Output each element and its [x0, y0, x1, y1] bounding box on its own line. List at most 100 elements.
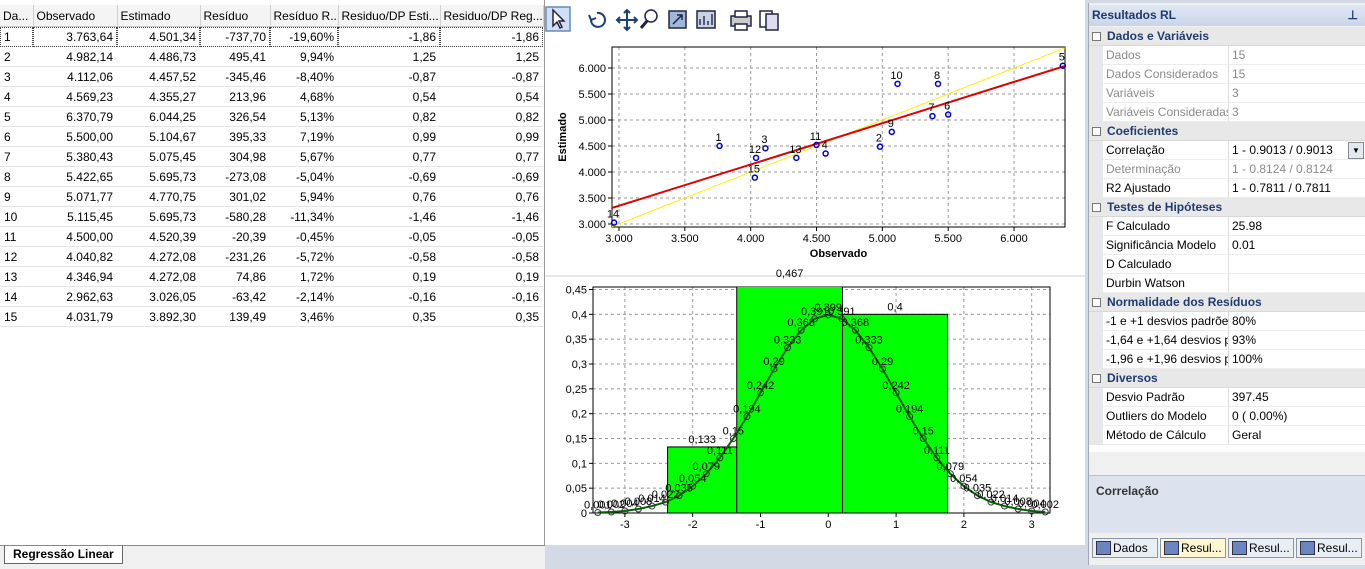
property-row[interactable]: Durbin Watson: [1089, 274, 1365, 293]
curve-marker: [702, 470, 710, 478]
table-cell: 4.112,06: [33, 66, 117, 87]
table-cell: -737,70: [200, 26, 270, 47]
point-label: 8: [934, 70, 940, 82]
column-header[interactable]: Resíduo R...: [270, 5, 339, 27]
collapse-box[interactable]: [1092, 127, 1101, 136]
point-label: 7: [928, 102, 934, 114]
data-point: [752, 154, 760, 162]
table-row[interactable]: 2 4.982,14 4.486,73 495,41 9,94% 1,25 1,25: [0, 46, 543, 67]
table-row[interactable]: 1 3.763,64 4.501,34 -737,70 -19,60% -1,86 -1,8…: [0, 26, 543, 47]
rotate-button[interactable]: [588, 11, 606, 28]
panel-tab[interactable]: Resul...: [1160, 538, 1226, 558]
property-row[interactable]: Determinação 1 - 0.8124 / 0.8124: [1089, 160, 1365, 179]
row-gutter: [1089, 407, 1103, 426]
column-header[interactable]: Estimado: [117, 5, 201, 27]
property-value: 0.01: [1232, 238, 1256, 252]
property-row[interactable]: Variáveis 3: [1089, 84, 1365, 103]
property-row[interactable]: Outliers do Modelo 0 ( 0.00%): [1089, 407, 1365, 426]
table-cell: 0,19: [338, 266, 440, 287]
property-row[interactable]: -1,96 e +1,96 desvios p 100%: [1089, 350, 1365, 369]
sheet-tab[interactable]: Regressão Linear: [4, 546, 123, 564]
table-row[interactable]: 3 4.112,06 4.457,52 -345,46 -8,40% -0,87 -0,87: [0, 66, 543, 87]
collapse-box[interactable]: [1092, 203, 1101, 212]
zoom-button[interactable]: [639, 9, 658, 29]
property-label: Variáveis: [1106, 84, 1229, 102]
table-row[interactable]: 9 5.071,77 4.770,75 301,02 5,94% 0,76 0,76: [0, 186, 543, 207]
pan-button[interactable]: [615, 8, 639, 32]
sheet-tab-bar: Regressão Linear: [0, 545, 545, 569]
table-row[interactable]: 12 4.040,82 4.272,08 -231,26 -5,72% -0,58 -0,5…: [0, 246, 543, 267]
panel-tab[interactable]: Dados: [1092, 538, 1158, 558]
property-row[interactable]: Dados 15: [1089, 46, 1365, 65]
table-cell: -0,87: [440, 66, 543, 87]
table-row[interactable]: 4 4.569,23 4.355,27 213,96 4,68% 0,54 0,54: [0, 86, 543, 107]
data-point: [751, 174, 759, 181]
section-title: Testes de Hipóteses: [1107, 200, 1223, 214]
property-row[interactable]: R2 Ajustado 1 - 0.7811 / 0.7811: [1089, 179, 1365, 198]
table-row[interactable]: 8 5.422,65 5.695,73 -273,08 -5,04% -0,69 -0,69: [0, 166, 543, 187]
property-value: 15: [1232, 48, 1246, 62]
property-row[interactable]: -1 e +1 desvios padrõe 80%: [1089, 312, 1365, 331]
export-button[interactable]: [668, 10, 687, 29]
property-value: 3: [1232, 105, 1239, 119]
property-row[interactable]: Desvio Padrão 397.45: [1089, 388, 1365, 407]
pin-button[interactable]: ⊥: [1347, 8, 1358, 22]
property-row[interactable]: Método de Cálculo Geral: [1089, 426, 1365, 445]
data-button[interactable]: [696, 10, 716, 29]
property-row[interactable]: Significância Modelo 0.01: [1089, 236, 1365, 255]
table-cell: 0,19: [440, 266, 543, 287]
section-header[interactable]: Testes de Hipóteses: [1089, 198, 1365, 217]
panel-tab[interactable]: Resul...: [1296, 538, 1362, 558]
property-row[interactable]: D Calculado: [1089, 255, 1365, 274]
property-value: 1 - 0.7811 / 0.7811: [1232, 181, 1331, 195]
column-header[interactable]: Residuo/DP Reg...: [440, 5, 544, 27]
x-tick-label: 4.500: [803, 233, 831, 245]
x-tick-label: 1: [893, 519, 899, 531]
curve-value-label: 0,368: [787, 317, 815, 329]
curve-value-label: 0,008: [625, 496, 653, 508]
curve-marker: [1041, 508, 1049, 516]
panel-tab[interactable]: Resul...: [1228, 538, 1294, 558]
pointer-button[interactable]: [545, 6, 571, 32]
curve-marker: [662, 498, 670, 506]
table-row[interactable]: 11 4.500,00 4.520,39 -20,39 -0,45% -0,05 -0,05: [0, 226, 543, 247]
section-header[interactable]: Normalidade dos Resíduos: [1089, 293, 1365, 312]
table-row[interactable]: 6 5.500,00 5.104,67 395,33 7,19% 0,99 0,99: [0, 126, 543, 147]
collapse-box[interactable]: [1092, 374, 1101, 383]
collapse-box[interactable]: [1092, 32, 1101, 41]
table-row[interactable]: 7 5.380,43 5.075,45 304,98 5,67% 0,77 0,77: [0, 146, 543, 167]
table-cell: -0,58: [440, 246, 543, 267]
collapse-box[interactable]: [1092, 298, 1101, 307]
section-header[interactable]: Diversos: [1089, 369, 1365, 388]
column-header[interactable]: Da...: [0, 5, 34, 27]
table-row[interactable]: 15 4.031,79 3.892,30 139,49 3,46% 0,35 0,35: [0, 306, 543, 327]
table-cell: 213,96: [200, 86, 270, 107]
curve-value-label: 0,242: [747, 380, 775, 392]
property-row[interactable]: Correlação 1 - 0.9013 / 0.9013 ▼: [1089, 141, 1365, 160]
column-header[interactable]: Residuo/DP Esti...: [338, 5, 441, 27]
property-row[interactable]: -1,64 e +1,64 desvios p 93%: [1089, 331, 1365, 350]
print-button[interactable]: [730, 10, 752, 31]
point-label: 9: [888, 118, 894, 130]
property-row[interactable]: Variáveis Consideradas 3: [1089, 103, 1365, 122]
table-row[interactable]: 14 2.962,63 3.026,05 -63,42 -2,14% -0,16 -0,16: [0, 286, 543, 307]
property-row[interactable]: Dados Considerados 15: [1089, 65, 1365, 84]
column-header[interactable]: Observado: [33, 5, 118, 27]
table-row[interactable]: 10 5.115,45 5.695,73 -580,28 -11,34% -1,46 -1,…: [0, 206, 543, 227]
column-header[interactable]: Resíduo: [200, 5, 271, 27]
y-tick-label: 0,05: [566, 483, 587, 495]
table-cell: 301,02: [200, 186, 270, 207]
table-row[interactable]: 13 4.346,94 4.272,08 74,86 1,72% 0,19 0,19: [0, 266, 543, 287]
copy-button[interactable]: [759, 10, 779, 31]
y-tick-label: 3.000: [578, 219, 606, 231]
table-cell: -1,86: [338, 26, 440, 47]
table-cell: 3,46%: [270, 306, 338, 327]
section-header[interactable]: Dados e Variáveis: [1089, 27, 1365, 46]
curve-marker: [634, 505, 642, 513]
table-cell: 0,82: [338, 106, 440, 127]
dropdown-button[interactable]: ▼: [1348, 142, 1364, 159]
table-row[interactable]: 5 6.370,79 6.044,25 326,54 5,13% 0,82 0,82: [0, 106, 543, 127]
section-header[interactable]: Coeficientes: [1089, 122, 1365, 141]
table-cell: 4.457,52: [117, 66, 200, 87]
property-row[interactable]: F Calculado 25.98: [1089, 217, 1365, 236]
